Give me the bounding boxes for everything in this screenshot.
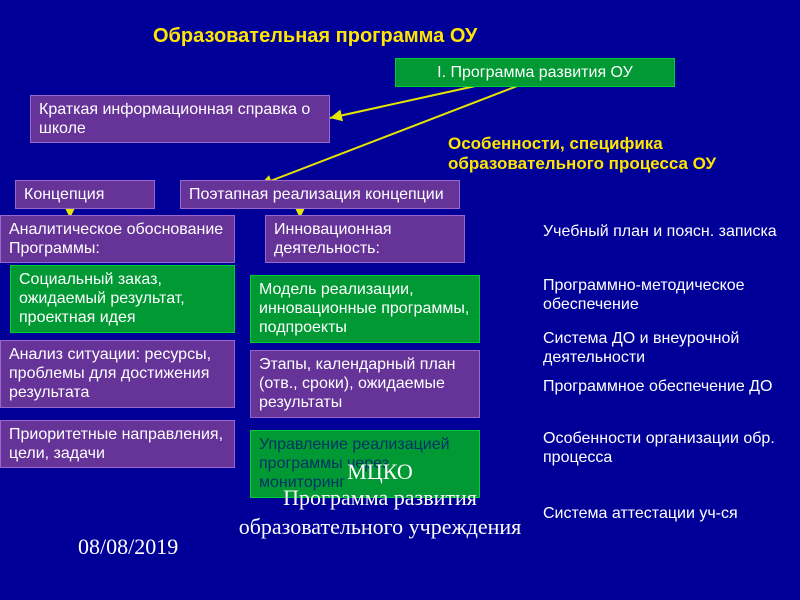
analytical-box: Аналитическое обоснование Программы: xyxy=(0,215,235,263)
priorities-box: Приоритетные направления, цели, задачи xyxy=(0,420,235,468)
methodical-text: Программно-методическое обеспечение xyxy=(535,272,795,318)
page-title: Образовательная программа ОУ xyxy=(145,20,485,52)
concept-box: Концепция xyxy=(15,180,155,209)
org-features-text: Особенности организации обр. процесса xyxy=(535,425,795,471)
innovation-box: Инновационная деятельность: xyxy=(265,215,465,263)
curriculum-text: Учебный план и поясн. записка xyxy=(535,218,785,245)
do-soft-text: Программное обеспечение ДО xyxy=(535,373,795,400)
analysis-box: Анализ ситуации: ресурсы, проблемы для д… xyxy=(0,340,235,408)
brief-info-box: Краткая информационная справка о школе xyxy=(30,95,330,143)
social-order-box: Социальный заказ, ожидаемый результат, п… xyxy=(10,265,235,333)
section-program-development: I. Программа развития ОУ xyxy=(395,58,675,87)
slide: Образовательная программа ОУ I. Программ… xyxy=(0,0,800,600)
attest-text: Система аттестации уч-ся xyxy=(535,500,795,527)
features-text: Особенности, специфика образовательного … xyxy=(440,130,780,179)
staged-box: Поэтапная реализация концепции xyxy=(180,180,460,209)
stages-box: Этапы, календарный план (отв., сроки), о… xyxy=(250,350,480,418)
footer-line2: Программа развития образовательного учре… xyxy=(200,480,560,545)
do-system-text: Система ДО и внеурочной деятельности xyxy=(535,325,795,371)
model-box: Модель реализации, инновационные програм… xyxy=(250,275,480,343)
date-text: 08/08/2019 xyxy=(70,530,186,564)
